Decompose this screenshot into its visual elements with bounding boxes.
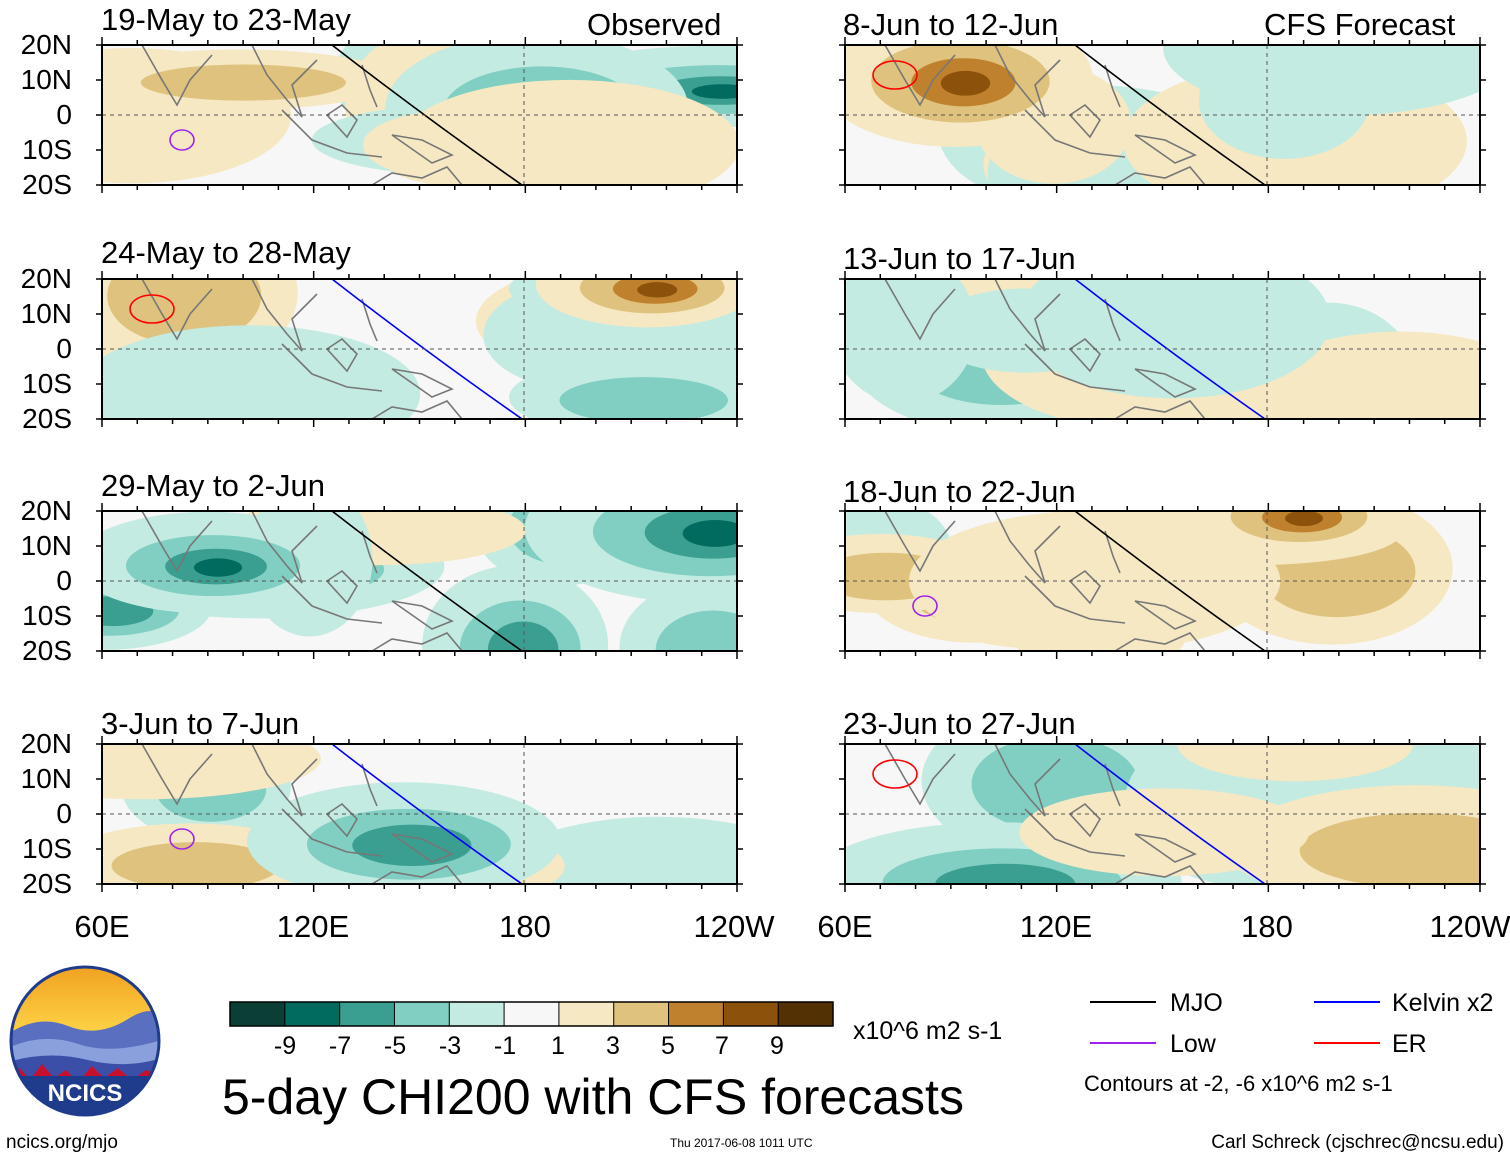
map-panel-1	[96, 37, 743, 193]
legend-lines	[1090, 1001, 1380, 1044]
colorbar-swatch-5	[504, 1002, 560, 1026]
panel-title-2: 24-May to 28-May	[101, 235, 351, 270]
map-panel-3	[96, 503, 743, 659]
footer-credit: Carl Schreck (cjschrec@ncsu.edu)	[1211, 1132, 1504, 1153]
panel-title-4: 3-Jun to 7-Jun	[101, 706, 300, 741]
legend-label-er: ER	[1392, 1030, 1427, 1058]
figure-title: 5-day CHI200 with CFS forecasts	[222, 1069, 964, 1125]
map-panel-8	[839, 736, 1486, 892]
map-panel-7	[839, 503, 1486, 659]
colorbar-swatch-10	[778, 1002, 834, 1026]
map-panel-4	[96, 736, 743, 892]
colorbar-units: x10^6 m2 s-1	[853, 1017, 1003, 1045]
legend-contour-note: Contours at -2, -6 x10^6 m2 s-1	[1084, 1071, 1393, 1096]
colorbar-swatch-9	[723, 1002, 779, 1026]
legend-label-kelvin: Kelvin x2	[1392, 989, 1494, 1017]
colorbar-swatch-6	[558, 1002, 615, 1026]
legend-label-mjo: MJO	[1170, 989, 1223, 1017]
colorbar-swatch-2	[339, 1002, 395, 1026]
panel-title-6: 13-Jun to 17-Jun	[843, 241, 1076, 276]
colorbar	[229, 1001, 834, 1027]
panel-title-5: 8-Jun to 12-Jun	[843, 7, 1059, 42]
logo-text: NCICS	[48, 1080, 123, 1107]
footer-timestamp: Thu 2017-06-08 1011 UTC	[670, 1136, 813, 1150]
panel-title-8: 23-Jun to 27-Jun	[843, 706, 1076, 741]
observed-label: Observed	[587, 7, 722, 42]
footer-url[interactable]: ncics.org/mjo	[6, 1132, 118, 1153]
legend-label-low: Low	[1170, 1030, 1216, 1058]
panel-title-7: 18-Jun to 22-Jun	[843, 474, 1076, 509]
colorbar-swatch-0	[230, 1002, 286, 1026]
map-panels-layer	[96, 37, 1486, 892]
map-panel-2	[96, 271, 743, 427]
colorbar-swatch-1	[284, 1002, 341, 1026]
panel-title-1: 19-May to 23-May	[101, 2, 351, 37]
map-panel-5	[839, 37, 1486, 193]
forecast-label: CFS Forecast	[1264, 7, 1456, 42]
map-panel-6	[839, 271, 1486, 427]
colorbar-swatch-7	[613, 1002, 670, 1026]
colorbar-swatch-3	[394, 1002, 450, 1026]
panel-title-3: 29-May to 2-Jun	[101, 468, 325, 503]
colorbar-swatch-4	[449, 1002, 505, 1026]
colorbar-swatch-8	[668, 1002, 724, 1026]
ncics-logo: NCICS	[9, 965, 161, 1117]
